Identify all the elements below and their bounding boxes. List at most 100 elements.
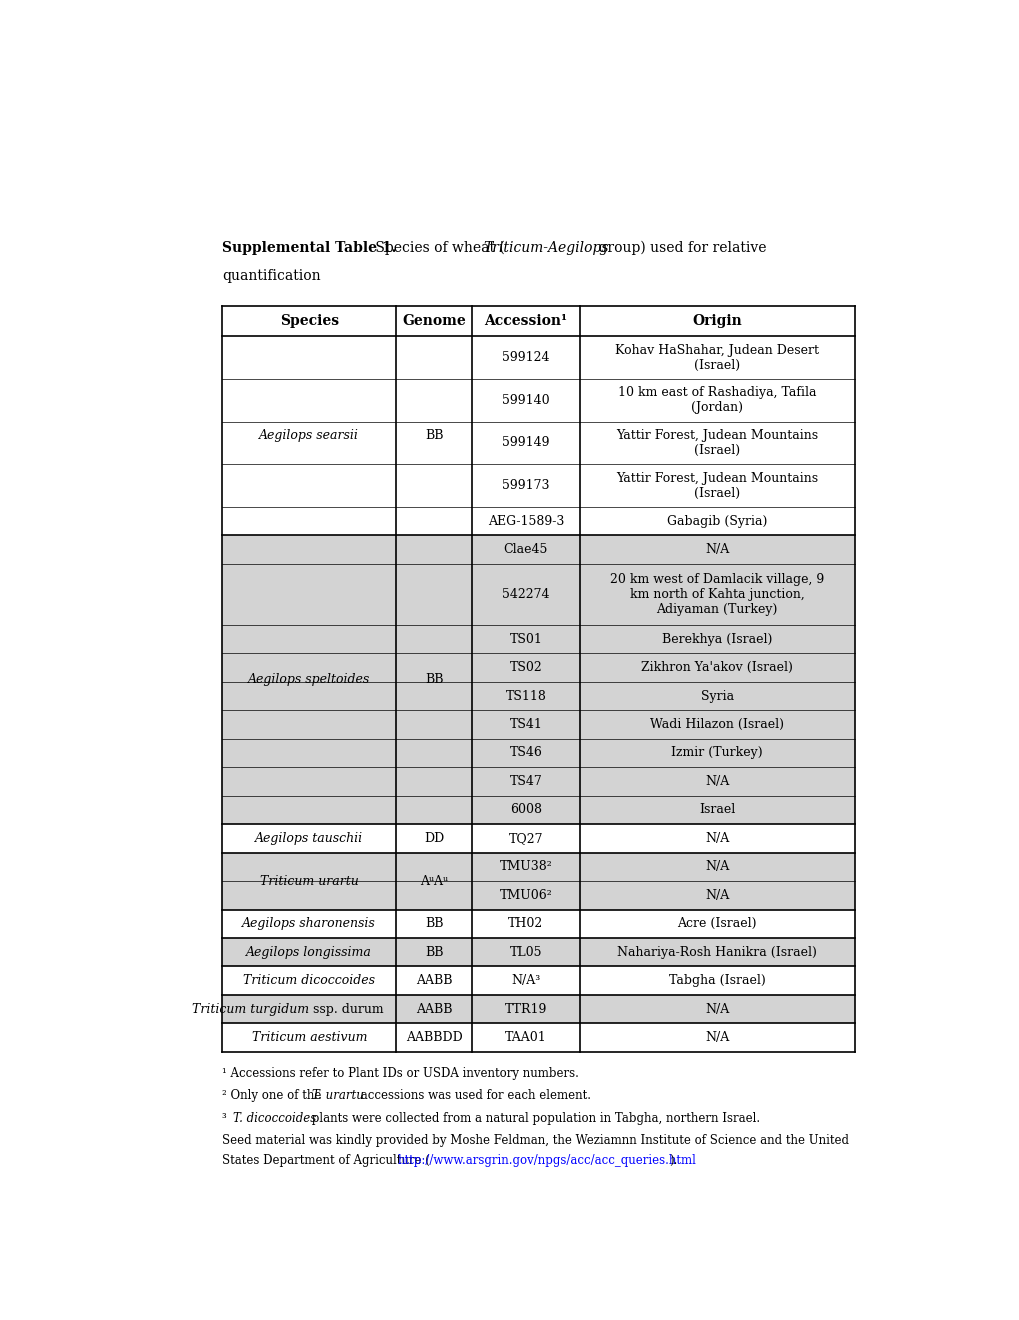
Bar [222, 880, 396, 909]
Text: Accession¹: Accession¹ [484, 314, 567, 329]
Bar [579, 710, 854, 739]
Text: 599124: 599124 [501, 351, 549, 364]
Bar [579, 880, 854, 909]
Bar [396, 421, 472, 465]
Text: TS01: TS01 [508, 632, 542, 645]
Text: Syria: Syria [700, 689, 733, 702]
Bar [222, 682, 396, 710]
Text: AABBDD: AABBDD [406, 1031, 463, 1044]
Text: N/A: N/A [704, 888, 729, 902]
Text: http://www.arsgrin.gov/npgs/acc/acc_queries.html: http://www.arsgrin.gov/npgs/acc/acc_quer… [397, 1155, 696, 1167]
Bar [579, 966, 854, 995]
Text: ² Only one of the: ² Only one of the [222, 1089, 325, 1102]
Bar [396, 939, 472, 966]
Text: group) used for relative: group) used for relative [593, 240, 765, 255]
Bar [396, 796, 472, 824]
Text: ).: ). [668, 1155, 677, 1167]
Text: 6008: 6008 [510, 804, 541, 816]
Bar [472, 682, 579, 710]
Text: Triticum urartu: Triticum urartu [260, 875, 359, 887]
Text: TMU06²: TMU06² [499, 888, 551, 902]
Bar [396, 824, 472, 853]
Bar [222, 379, 396, 421]
Text: Genome: Genome [401, 314, 466, 329]
Bar [472, 1023, 579, 1052]
Text: BB: BB [425, 945, 443, 958]
Bar [222, 796, 396, 824]
Text: 599149: 599149 [501, 437, 549, 450]
Bar [396, 739, 472, 767]
Bar [472, 337, 579, 379]
Text: AABB: AABB [416, 974, 452, 987]
Text: DD: DD [424, 832, 444, 845]
Text: AEG-1589-3: AEG-1589-3 [487, 515, 564, 528]
Bar [396, 564, 472, 624]
Bar [579, 824, 854, 853]
Text: TS41: TS41 [508, 718, 542, 731]
Text: 599173: 599173 [501, 479, 549, 492]
Text: Gabagib (Syria): Gabagib (Syria) [666, 515, 766, 528]
Text: Triticum turgidum: Triticum turgidum [192, 1003, 309, 1015]
Text: N/A: N/A [704, 775, 729, 788]
Bar [579, 564, 854, 624]
Bar [222, 767, 396, 796]
Bar [579, 939, 854, 966]
Bar [222, 564, 396, 624]
Bar [396, 853, 472, 880]
Bar [222, 853, 396, 880]
Text: States Department of Agriculture (: States Department of Agriculture ( [222, 1155, 430, 1167]
Text: plants were collected from a natural population in Tabgha, northern Israel.: plants were collected from a natural pop… [308, 1111, 759, 1125]
Bar [396, 1023, 472, 1052]
Text: BB: BB [425, 429, 443, 442]
Text: TAA01: TAA01 [504, 1031, 546, 1044]
Bar [222, 465, 396, 507]
Bar [472, 909, 579, 939]
Text: Species: Species [279, 314, 338, 329]
Text: Triticum aestivum: Triticum aestivum [252, 1031, 367, 1044]
Text: ³: ³ [222, 1111, 230, 1125]
Text: Aegilops searsii: Aegilops searsii [259, 429, 359, 442]
Bar [579, 739, 854, 767]
Text: Nahariya-Rosh Hanikra (Israel): Nahariya-Rosh Hanikra (Israel) [616, 945, 816, 958]
Bar [396, 682, 472, 710]
Bar [579, 796, 854, 824]
Text: Tabgha (Israel): Tabgha (Israel) [668, 974, 765, 987]
Bar [579, 853, 854, 880]
Bar [222, 995, 396, 1023]
Text: Aegilops sharonensis: Aegilops sharonensis [243, 917, 376, 931]
Text: TTR19: TTR19 [504, 1003, 546, 1015]
Bar [472, 421, 579, 465]
Bar [472, 939, 579, 966]
Bar [579, 536, 854, 564]
Text: Seed material was kindly provided by Moshe Feldman, the Weziamnn Institute of Sc: Seed material was kindly provided by Mos… [222, 1134, 849, 1147]
Bar [222, 624, 396, 653]
Bar [579, 421, 854, 465]
Text: Supplemental Table 1.: Supplemental Table 1. [222, 242, 396, 255]
Bar [222, 337, 396, 379]
Bar [396, 337, 472, 379]
Bar [396, 536, 472, 564]
Bar [472, 379, 579, 421]
Bar [222, 653, 396, 682]
Text: Aegilops speltoides: Aegilops speltoides [248, 673, 370, 686]
Text: Aegilops longissima: Aegilops longissima [247, 945, 372, 958]
Text: N/A: N/A [704, 1031, 729, 1044]
Text: N/A: N/A [704, 544, 729, 556]
Bar [579, 337, 854, 379]
Text: ssp. durum: ssp. durum [309, 1003, 383, 1015]
Text: 599140: 599140 [501, 393, 549, 407]
Text: 542274: 542274 [501, 587, 549, 601]
Bar [579, 507, 854, 536]
Bar [396, 966, 472, 995]
Bar [222, 710, 396, 739]
Bar [472, 767, 579, 796]
Bar [396, 909, 472, 939]
Text: TS118: TS118 [505, 689, 546, 702]
Text: BB: BB [425, 673, 443, 686]
Text: Species of wheat (: Species of wheat ( [371, 240, 504, 255]
Text: AᵘAᵘ: AᵘAᵘ [420, 875, 447, 887]
Bar [579, 767, 854, 796]
Text: Clae45: Clae45 [503, 544, 547, 556]
Bar [396, 767, 472, 796]
Text: Wadi Hilazon (Israel): Wadi Hilazon (Israel) [649, 718, 784, 731]
